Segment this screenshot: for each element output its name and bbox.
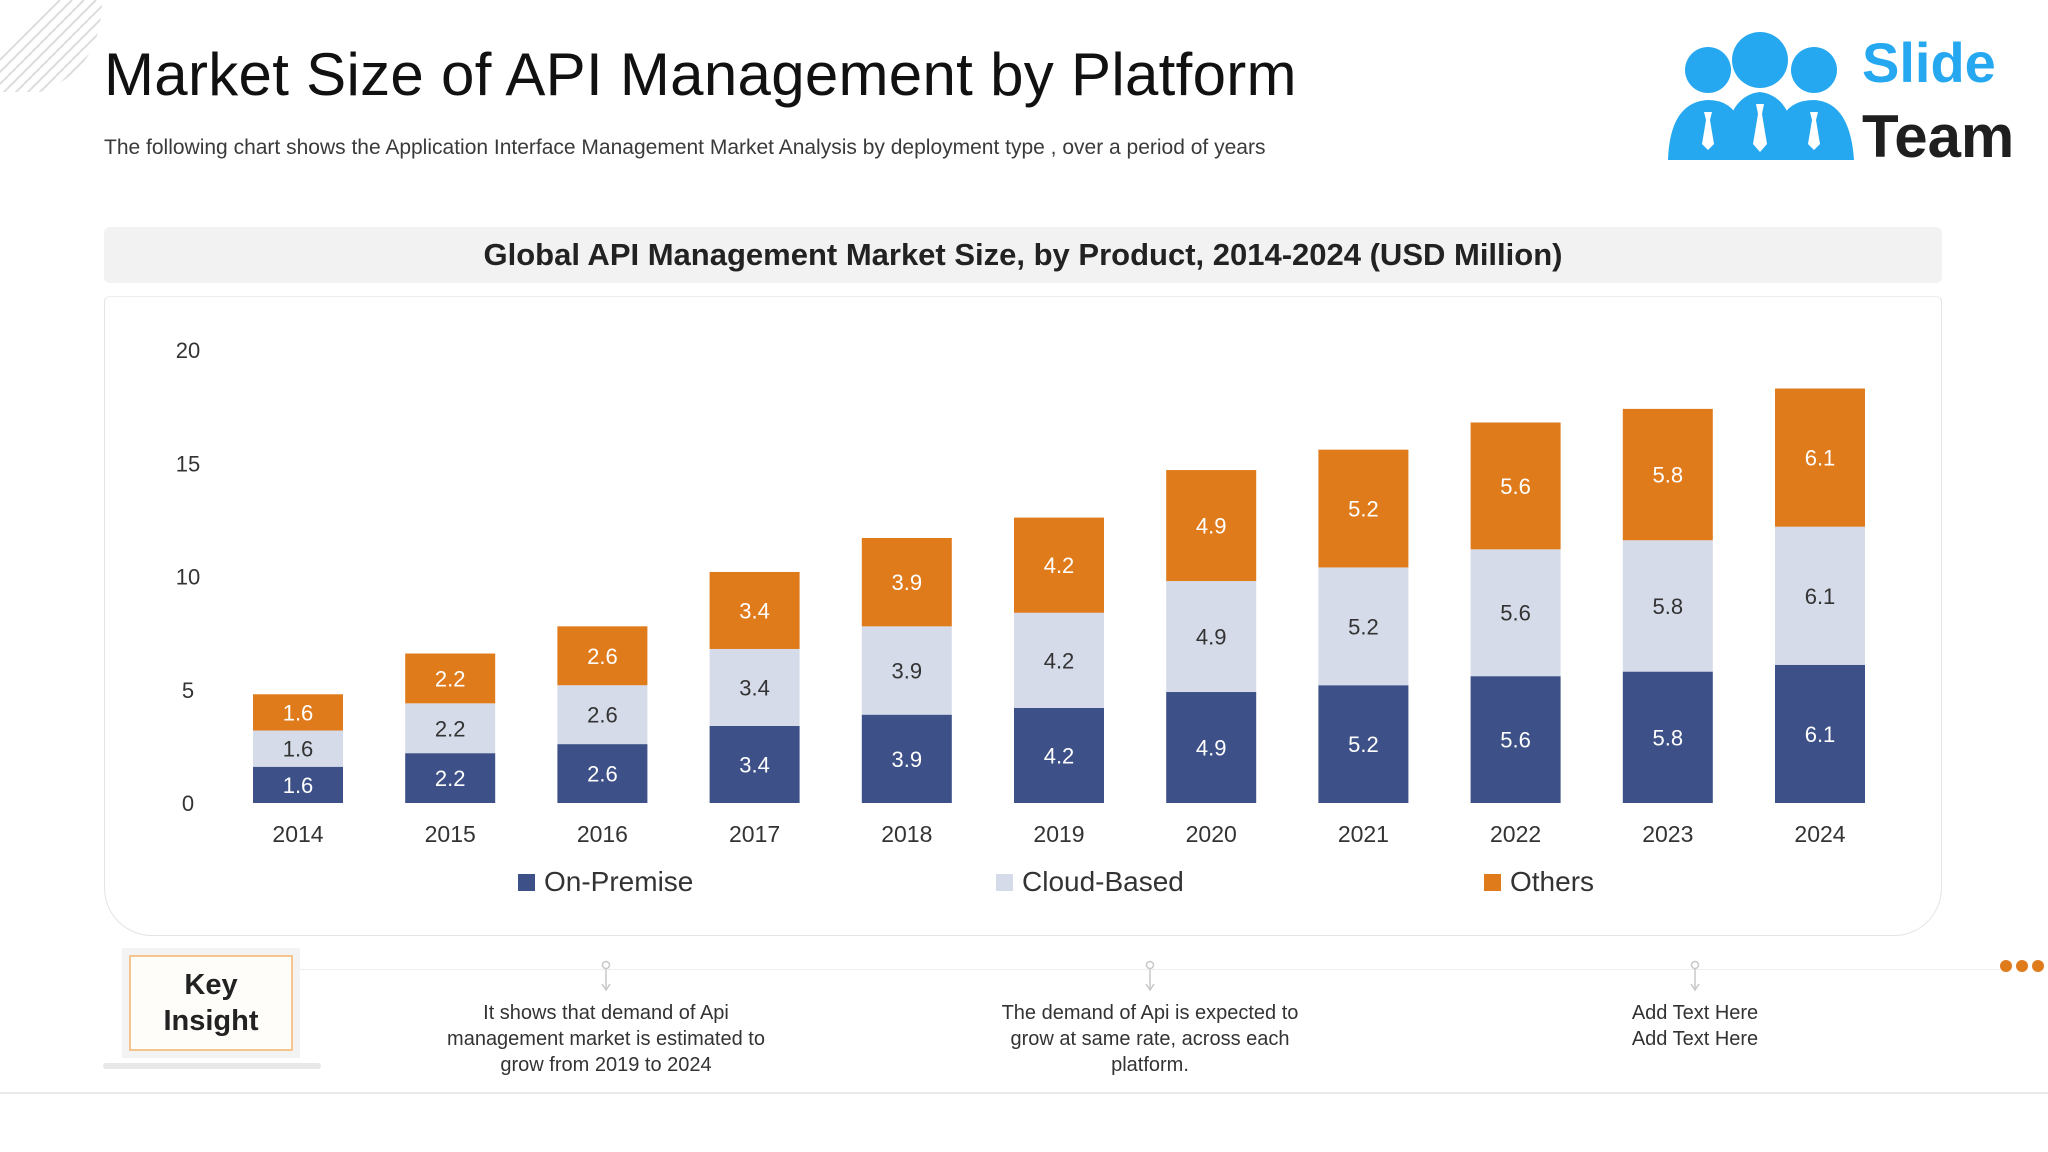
bottom-divider: [0, 1092, 2048, 1094]
legend-item-cloud-based: Cloud-Based: [996, 866, 1184, 898]
insight-text-3: Add Text Here Add Text Here: [1631, 1002, 1759, 1050]
pin-icon: [601, 960, 611, 992]
pin-icon: [1145, 960, 1155, 992]
insight-item-2: The demand of Api is expected to grow at…: [985, 960, 1315, 1078]
key-insight-label: Key Insight: [163, 969, 259, 1037]
legend-swatch-on-premise: [518, 873, 535, 891]
legend-label-on-premise: On-Premise: [544, 866, 694, 897]
slideteam-logo-icon: [1668, 32, 1854, 160]
chart-legend: On-Premise Cloud-Based Others: [0, 866, 2048, 902]
chart-title-bar: Global API Management Market Size, by Pr…: [104, 227, 1942, 283]
legend-swatch-others: [1484, 873, 1501, 891]
logo-word-slide: Slide: [1862, 31, 1996, 94]
legend-label-cloud-based: Cloud-Based: [1022, 866, 1184, 897]
corner-stripes-decoration: [0, 0, 102, 92]
legend-item-others: Others: [1484, 866, 1594, 898]
logo-word-team: Team: [1862, 103, 2015, 170]
key-insight-shadow: [103, 1063, 321, 1069]
legend-label-others: Others: [1510, 866, 1595, 897]
insight-item-1: It shows that demand of Api management m…: [441, 960, 771, 1078]
page-title: Market Size of API Management by Platfor…: [104, 41, 1297, 108]
more-dots-icon: [2000, 960, 2044, 972]
pin-icon: [1690, 960, 1700, 992]
chart-title: Global API Management Market Size, by Pr…: [483, 237, 1563, 272]
page-subtitle: The following chart shows the Applicatio…: [104, 136, 1266, 159]
insight-text-2: The demand of Api is expected to grow at…: [1001, 1002, 1299, 1076]
key-insight-box: Key Insight: [122, 948, 300, 1058]
legend-swatch-cloud-based: [996, 873, 1013, 891]
chart-frame: [104, 296, 1942, 936]
insight-text-1: It shows that demand of Api management m…: [447, 1002, 765, 1076]
insight-item-3: Add Text Here Add Text Here: [1530, 960, 1860, 1052]
legend-item-on-premise: On-Premise: [518, 866, 693, 898]
